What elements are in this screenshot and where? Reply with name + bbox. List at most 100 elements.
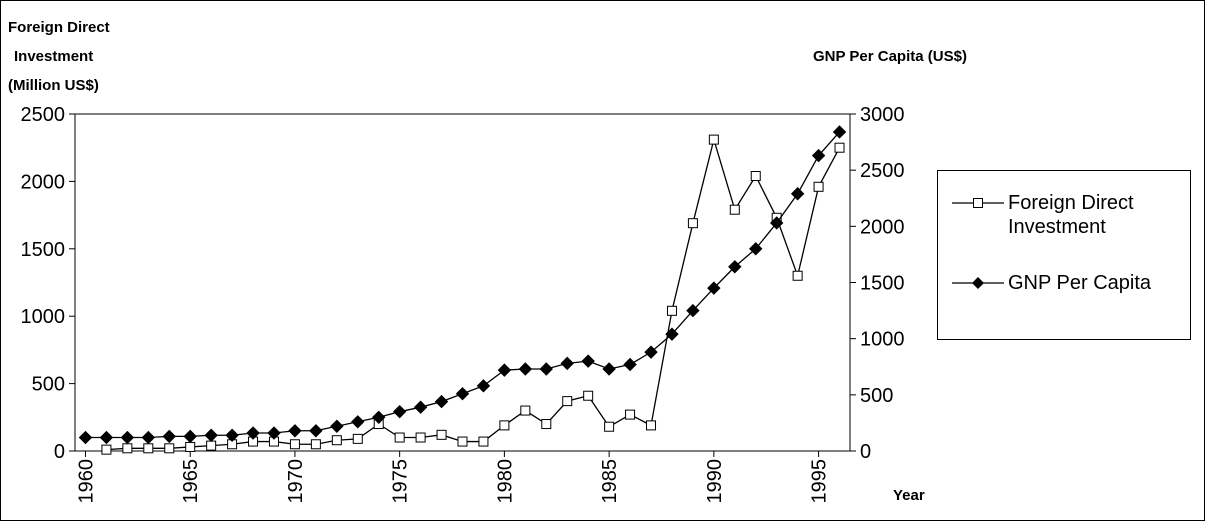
y2-tick-label: 3000: [860, 104, 905, 126]
point: [811, 148, 826, 163]
legend-icon: [952, 277, 1004, 289]
legend-entry: GNP Per Capita: [938, 271, 1186, 295]
y-tick-label: 0: [54, 441, 65, 463]
point: [478, 436, 489, 447]
point: [541, 419, 552, 430]
point: [392, 404, 407, 419]
point: [666, 305, 677, 316]
point: [122, 443, 133, 454]
legend-marker: [973, 198, 983, 208]
legend-marker: [972, 277, 984, 289]
y-tick-label: 2000: [21, 171, 66, 193]
point: [394, 432, 405, 443]
legend-label: Foreign Direct Investment: [1008, 192, 1134, 238]
y-tick-label: 1000: [21, 306, 66, 328]
point: [351, 415, 365, 429]
plot-area: [74, 113, 851, 452]
point: [78, 430, 93, 445]
series-line: [106, 137, 841, 451]
point: [686, 303, 700, 318]
point: [813, 181, 824, 192]
point: [625, 409, 636, 420]
point: [520, 405, 531, 416]
series: [101, 134, 845, 455]
point: [539, 362, 553, 376]
point: [604, 421, 615, 432]
point: [289, 439, 300, 450]
point: [309, 424, 323, 438]
point: [101, 444, 112, 455]
x-tick-label: 1965: [180, 459, 202, 504]
point: [792, 270, 803, 281]
point: [707, 281, 721, 295]
point: [581, 354, 595, 368]
point: [834, 142, 845, 153]
point: [225, 428, 239, 442]
x-tick-label: 1985: [599, 459, 621, 504]
point: [141, 430, 156, 445]
point: [413, 400, 428, 414]
y-tick-label: 1500: [21, 239, 66, 261]
point: [434, 394, 449, 409]
y2-tick-label: 2500: [860, 160, 905, 182]
point: [185, 441, 196, 452]
point: [330, 419, 344, 433]
x-tick-label: 1960: [75, 459, 97, 504]
x-tick-label: 1970: [285, 459, 307, 504]
y2-axis-title: GNP Per Capita (US$): [813, 48, 967, 65]
point: [687, 218, 698, 229]
point: [183, 429, 197, 444]
legend: Foreign Direct Investment GNP Per Capita: [937, 170, 1191, 340]
point: [602, 362, 616, 376]
point: [352, 433, 363, 444]
y-axis-title: Investment: [14, 48, 93, 65]
point: [415, 432, 426, 443]
point: [562, 396, 573, 407]
point: [206, 440, 217, 451]
point: [372, 410, 386, 425]
legend-label: GNP Per Capita: [1008, 272, 1152, 294]
point: [164, 443, 175, 454]
point: [246, 426, 260, 440]
point: [476, 379, 491, 393]
y-tick-label: 500: [32, 374, 65, 396]
point: [143, 443, 154, 454]
y-tick-label: 2500: [21, 104, 66, 126]
point: [832, 125, 847, 139]
y2-tick-label: 1500: [860, 273, 905, 295]
point: [644, 345, 658, 359]
point: [310, 439, 321, 450]
point: [665, 327, 679, 341]
point: [267, 426, 281, 440]
point: [750, 171, 761, 182]
point: [623, 357, 637, 372]
point: [728, 260, 742, 274]
point: [729, 204, 740, 215]
point: [497, 363, 512, 377]
legend-icon: [952, 198, 1004, 208]
point: [436, 429, 447, 440]
point: [499, 420, 510, 431]
point: [99, 430, 114, 445]
point: [331, 435, 342, 446]
x-tick-label: 1980: [494, 459, 516, 504]
point: [288, 424, 302, 438]
x-axis-title: Year: [893, 487, 925, 504]
y2-tick-label: 2000: [860, 216, 905, 238]
point: [749, 242, 763, 256]
point: [583, 390, 594, 401]
point: [457, 436, 468, 447]
point: [518, 362, 533, 376]
x-tick-label: 1990: [704, 459, 726, 504]
y2-tick-label: 0: [860, 441, 871, 463]
x-tick-label: 1975: [390, 459, 412, 504]
point: [204, 428, 218, 442]
x-tick-label: 1995: [809, 459, 831, 504]
point: [708, 134, 719, 145]
point: [646, 420, 657, 431]
point: [790, 187, 805, 201]
y-axis-title: Foreign Direct: [8, 19, 110, 36]
series: [78, 125, 847, 445]
